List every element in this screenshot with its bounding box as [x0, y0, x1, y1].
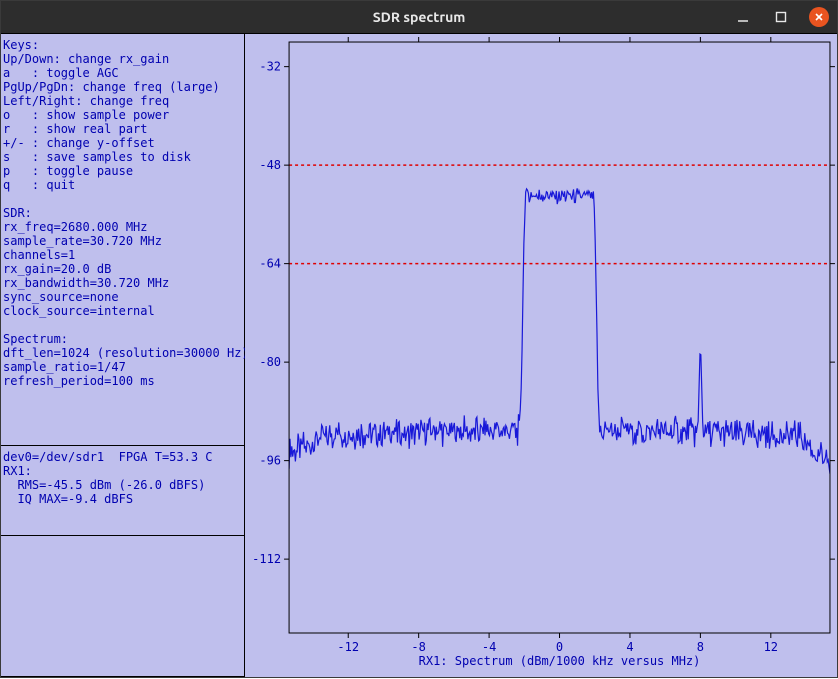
svg-text:-8: -8 — [411, 640, 425, 654]
keys-sdr-spectrum-panel: Keys: Up/Down: change rx_gain a : toggle… — [1, 34, 244, 446]
svg-text:-64: -64 — [259, 257, 281, 271]
maximize-button[interactable] — [771, 7, 791, 27]
titlebar[interactable]: SDR spectrum — [1, 1, 837, 33]
svg-text:-12: -12 — [337, 640, 359, 654]
svg-text:-4: -4 — [482, 640, 496, 654]
svg-text:RX1: Spectrum (dBm/1000 kHz ve: RX1: Spectrum (dBm/1000 kHz versus MHz) — [419, 654, 701, 668]
app-window: SDR spectrum Keys: Up/Down: change rx_ga… — [0, 0, 838, 678]
svg-text:-96: -96 — [259, 454, 281, 468]
device-status-panel: dev0=/dev/sdr1 FPGA T=53.3 C RX1: RMS=-4… — [1, 446, 244, 536]
svg-text:-80: -80 — [259, 355, 281, 369]
left-pane: Keys: Up/Down: change rx_gain a : toggle… — [1, 34, 245, 677]
svg-text:4: 4 — [626, 640, 633, 654]
close-button[interactable] — [809, 7, 829, 27]
empty-panel — [1, 536, 244, 677]
svg-text:-112: -112 — [252, 552, 281, 566]
svg-text:0: 0 — [556, 640, 563, 654]
svg-text:8: 8 — [697, 640, 704, 654]
minimize-button[interactable] — [733, 7, 753, 27]
content-area: Keys: Up/Down: change rx_gain a : toggle… — [1, 33, 837, 677]
spectrum-chart: -32 -48 -64 -80 -96 -112 -12 -8 -4 0 4 8 12 RX1: Spec… — [245, 34, 837, 679]
window-title: SDR spectrum — [373, 9, 466, 25]
plot-pane: -32 -48 -64 -80 -96 -112 -12 -8 -4 0 4 8 12 RX1: Spec… — [245, 34, 837, 677]
svg-text:12: 12 — [764, 640, 778, 654]
svg-text:-48: -48 — [259, 158, 281, 172]
svg-text:-32: -32 — [259, 60, 281, 74]
